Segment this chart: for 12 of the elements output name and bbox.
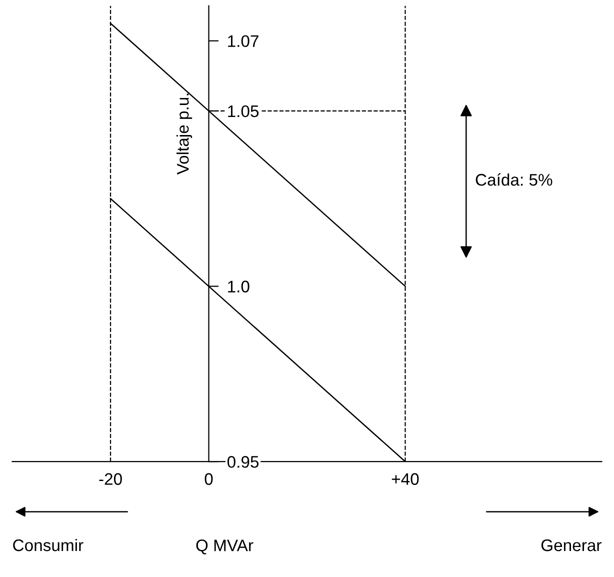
x-tick-label: 0 [204,473,213,485]
y-tick-label: 1.07 [228,35,258,48]
text: Consumir [13,538,84,552]
x-axis-title: Q MVAr [196,540,254,554]
x-tick-label: +40 [392,473,419,485]
y-tick-label: 1.05 [228,105,259,118]
text: Generar [541,539,602,552]
y-tick-label: 0.95 [227,456,259,468]
y-tick-label: 1.0 [228,280,250,292]
x-tick-label: -20 [99,473,122,485]
annotation: Caída: 5% [476,173,552,186]
y-axis-title: Voltaje p.u. [176,94,192,175]
